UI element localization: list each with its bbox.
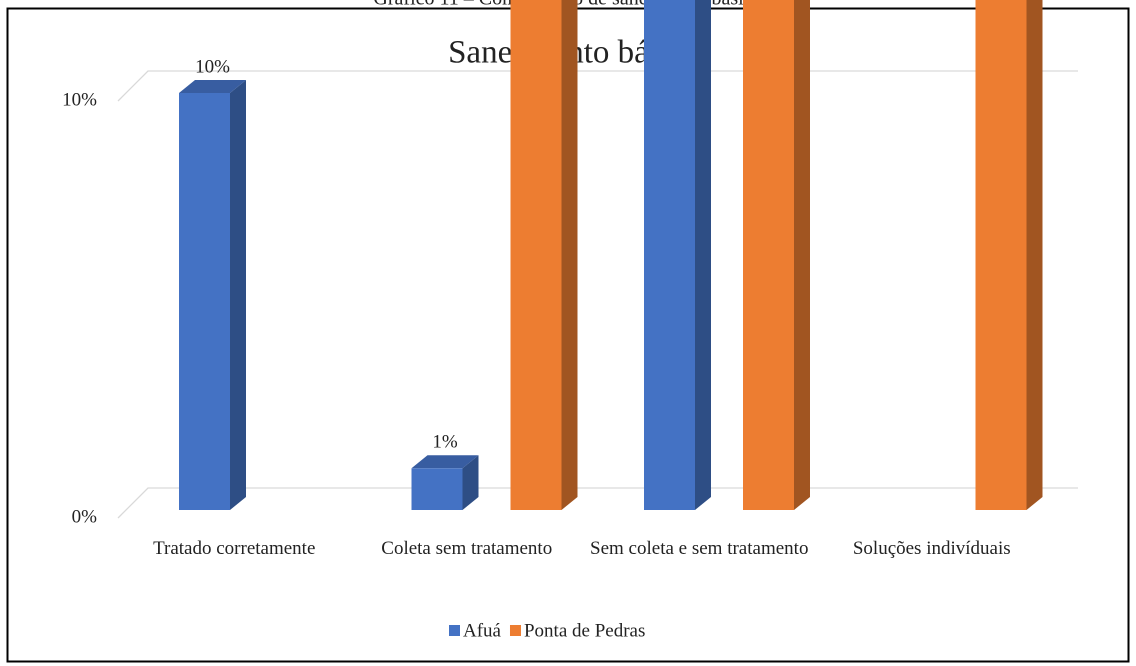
data-label: 10% — [195, 56, 230, 77]
x-tick-label: Tratado corretamente — [153, 538, 316, 559]
x-tick-label-box: Soluções indivíduais — [852, 538, 1011, 559]
grid-line — [117, 70, 1078, 102]
bar-front — [179, 93, 230, 510]
bar-front — [743, 0, 794, 510]
y-tick-label: 0% — [72, 506, 98, 527]
bar-side — [462, 455, 479, 510]
bar-front — [411, 468, 463, 510]
bar — [644, 0, 711, 510]
bar-side — [561, 0, 578, 510]
bar-front — [510, 0, 562, 511]
x-tick-label-box: Tratado corretamente — [153, 538, 316, 559]
legend-label: Afuá — [463, 620, 502, 641]
bar-side — [230, 80, 246, 510]
bar-top — [179, 80, 246, 93]
x-tick-label-box: Sem coleta e sem tratamento — [590, 538, 809, 559]
legend-swatch — [509, 625, 521, 636]
bar — [179, 80, 246, 510]
bar-front — [644, 0, 695, 510]
x-tick-label: Sem coleta e sem tratamento — [590, 538, 809, 559]
bar — [411, 455, 479, 510]
x-tick-label-box: Coleta sem tratamento — [381, 538, 553, 559]
bar-front — [975, 0, 1027, 511]
data-label: 1% — [432, 432, 458, 453]
bar — [743, 0, 810, 510]
bar — [510, 0, 578, 511]
bar-side — [794, 0, 810, 510]
bar-side — [695, 0, 711, 510]
y-tick-label: 10% — [62, 89, 97, 110]
bar — [975, 0, 1043, 511]
x-tick-label: Coleta sem tratamento — [381, 538, 553, 559]
bar-side — [1026, 0, 1043, 510]
bar-top — [411, 455, 479, 469]
legend-label: Ponta de Pedras — [524, 620, 645, 641]
x-tick-label: Soluções indivíduais — [852, 538, 1011, 559]
legend-swatch — [449, 625, 460, 636]
grid-line — [117, 487, 1078, 519]
